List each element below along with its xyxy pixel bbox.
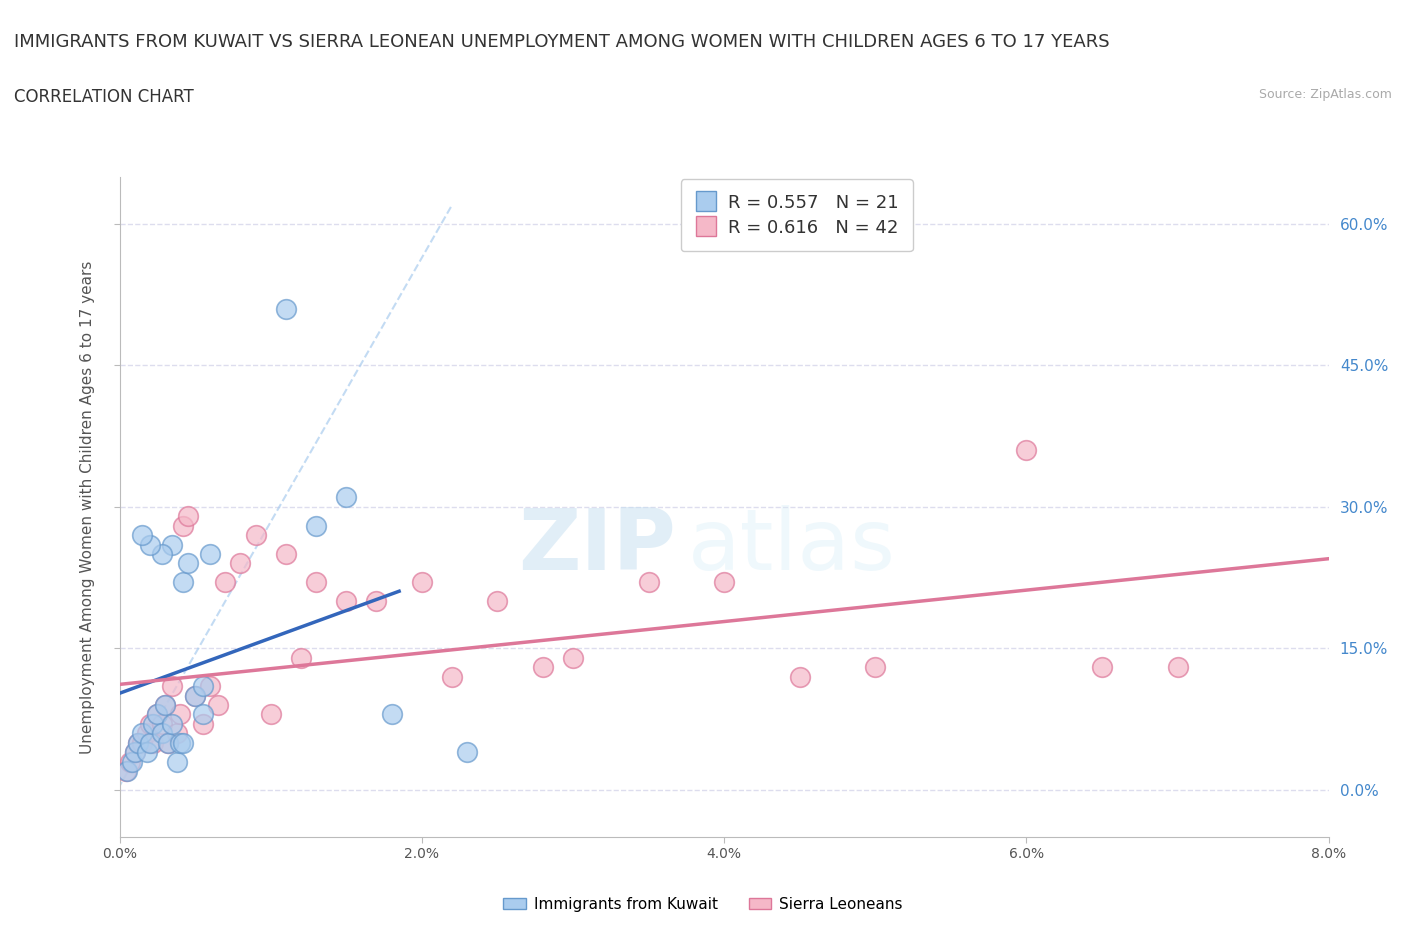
Text: atlas: atlas bbox=[688, 505, 896, 588]
Point bbox=[156, 736, 179, 751]
Point bbox=[486, 593, 509, 608]
Point bbox=[166, 725, 188, 740]
Point bbox=[166, 754, 188, 769]
Point bbox=[115, 764, 138, 778]
Point bbox=[200, 547, 222, 562]
Point bbox=[274, 301, 297, 316]
Point bbox=[713, 575, 735, 590]
Point bbox=[124, 745, 146, 760]
Point bbox=[335, 490, 357, 505]
Point bbox=[172, 736, 194, 751]
Point bbox=[207, 698, 229, 712]
Point bbox=[162, 538, 184, 552]
Point bbox=[290, 650, 312, 665]
Point bbox=[200, 679, 222, 694]
Text: CORRELATION CHART: CORRELATION CHART bbox=[14, 88, 194, 106]
Point bbox=[335, 593, 357, 608]
Text: IMMIGRANTS FROM KUWAIT VS SIERRA LEONEAN UNEMPLOYMENT AMONG WOMEN WITH CHILDREN : IMMIGRANTS FROM KUWAIT VS SIERRA LEONEAN… bbox=[14, 33, 1109, 50]
Point bbox=[153, 698, 176, 712]
Point bbox=[146, 707, 169, 722]
Point bbox=[184, 688, 207, 703]
Point bbox=[456, 745, 478, 760]
Point bbox=[127, 736, 149, 751]
Point bbox=[146, 707, 169, 722]
Point bbox=[138, 736, 162, 751]
Point bbox=[863, 659, 886, 674]
Point bbox=[127, 736, 149, 751]
Point bbox=[1091, 659, 1114, 674]
Point bbox=[153, 698, 176, 712]
Point bbox=[138, 716, 162, 731]
Legend: Immigrants from Kuwait, Sierra Leoneans: Immigrants from Kuwait, Sierra Leoneans bbox=[498, 891, 908, 918]
Point bbox=[380, 707, 402, 722]
Point bbox=[305, 518, 328, 533]
Point bbox=[561, 650, 585, 665]
Point bbox=[191, 707, 214, 722]
Point bbox=[172, 575, 194, 590]
Point bbox=[176, 556, 198, 571]
Point bbox=[789, 670, 811, 684]
Point bbox=[121, 754, 143, 769]
Text: Source: ZipAtlas.com: Source: ZipAtlas.com bbox=[1258, 88, 1392, 101]
Point bbox=[131, 736, 153, 751]
Point bbox=[1015, 443, 1038, 458]
Point bbox=[142, 716, 165, 731]
Point bbox=[150, 547, 173, 562]
Point bbox=[637, 575, 659, 590]
Point bbox=[135, 725, 157, 740]
Point bbox=[274, 547, 297, 562]
Point bbox=[176, 509, 198, 524]
Point bbox=[120, 754, 142, 769]
Point bbox=[142, 736, 165, 751]
Point bbox=[169, 736, 191, 751]
Point bbox=[531, 659, 554, 674]
Point bbox=[138, 538, 162, 552]
Point bbox=[366, 593, 388, 608]
Point bbox=[162, 716, 184, 731]
Text: ZIP: ZIP bbox=[517, 505, 676, 588]
Legend: R = 0.557   N = 21, R = 0.616   N = 42: R = 0.557 N = 21, R = 0.616 N = 42 bbox=[681, 179, 912, 251]
Point bbox=[191, 716, 214, 731]
Point bbox=[229, 556, 252, 571]
Point bbox=[150, 716, 173, 731]
Point bbox=[259, 707, 281, 722]
Point bbox=[114, 764, 136, 778]
Point bbox=[162, 679, 184, 694]
Point bbox=[245, 527, 267, 542]
Point bbox=[411, 575, 433, 590]
Point bbox=[441, 670, 464, 684]
Point bbox=[169, 707, 191, 722]
Point bbox=[305, 575, 328, 590]
Point bbox=[156, 736, 179, 751]
Y-axis label: Unemployment Among Women with Children Ages 6 to 17 years: Unemployment Among Women with Children A… bbox=[80, 260, 96, 753]
Point bbox=[131, 725, 153, 740]
Point bbox=[184, 688, 207, 703]
Point bbox=[1166, 659, 1188, 674]
Point bbox=[135, 745, 157, 760]
Point bbox=[172, 518, 194, 533]
Point bbox=[191, 679, 214, 694]
Point bbox=[131, 527, 153, 542]
Point bbox=[124, 745, 146, 760]
Point bbox=[150, 725, 173, 740]
Point bbox=[214, 575, 236, 590]
